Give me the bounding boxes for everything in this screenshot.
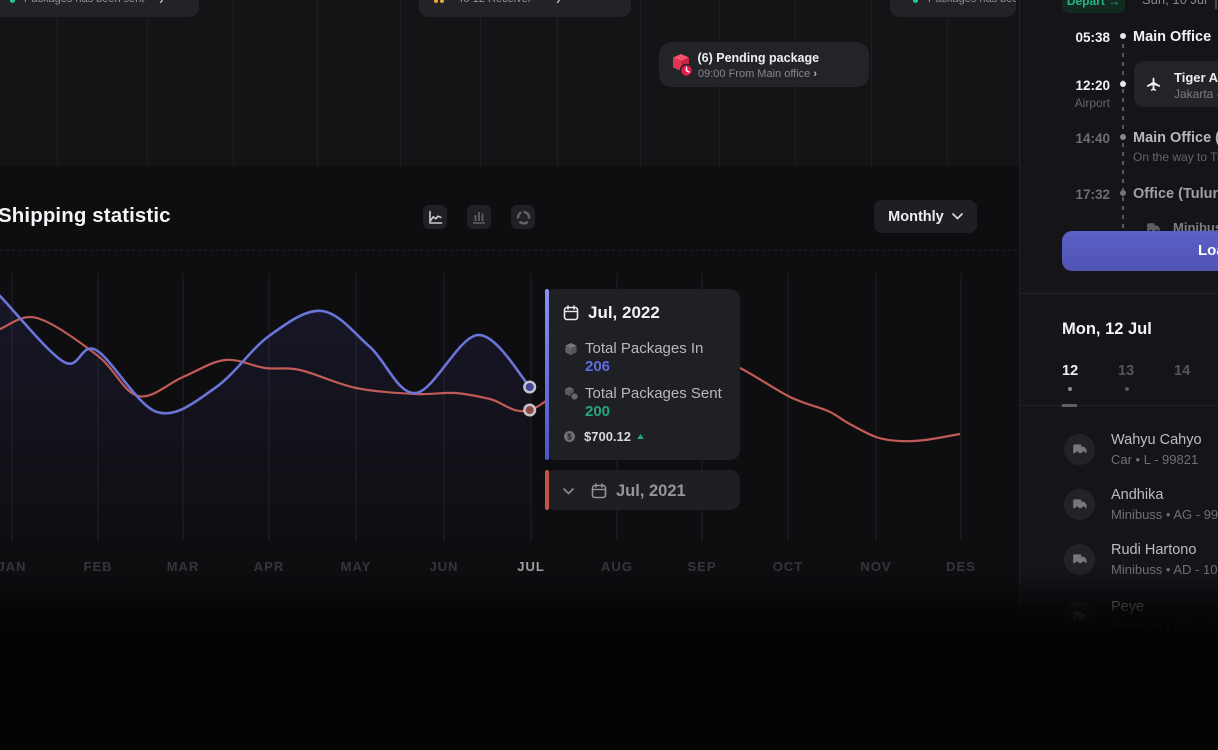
svg-text:$: $ bbox=[567, 432, 572, 441]
